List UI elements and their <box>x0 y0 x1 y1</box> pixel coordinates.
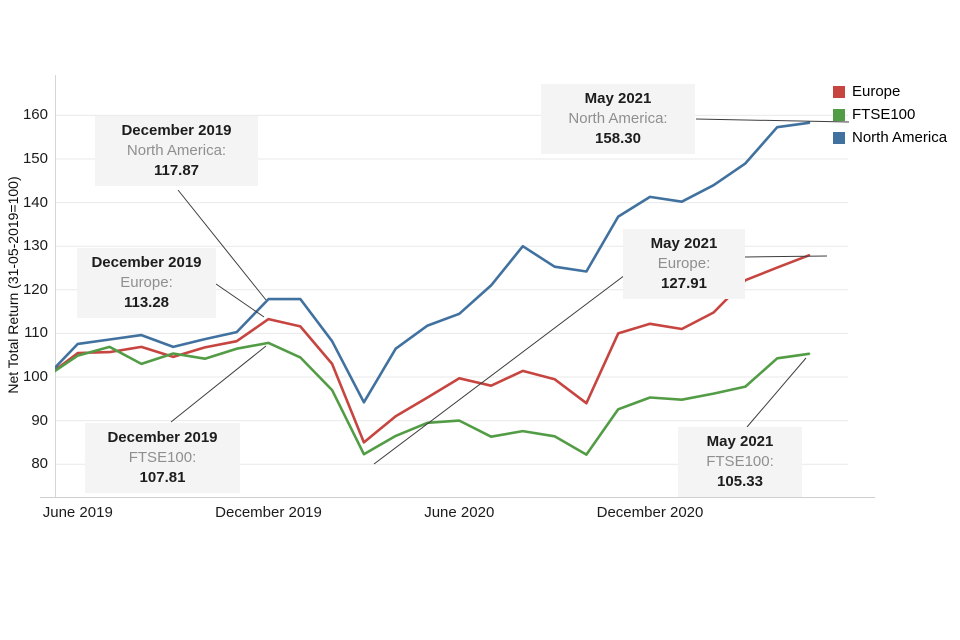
annotation-leader-december-2019-north-america <box>177 189 267 301</box>
x-tick-label: June 2020 <box>424 504 495 521</box>
annotation-leaders <box>170 118 850 465</box>
annotation-december-2019-ftse100: December 2019 FTSE100: 107.81 <box>85 423 240 493</box>
annotation-series-label: North America: <box>568 110 668 127</box>
y-tick-label: 160 <box>22 106 48 124</box>
x-tick-label: June 2019 <box>42 504 113 521</box>
annotation-value: 107.81 <box>139 469 186 486</box>
annotation-leader-may-2021-europe <box>373 274 626 465</box>
y-tick-label: 140 <box>22 193 48 211</box>
legend-swatch-north-america <box>833 131 845 144</box>
annotation-may-2021-north-america: May 2021 North America: 158.30 <box>541 84 695 154</box>
legend-swatch-ftse100 <box>833 108 845 121</box>
annotation-leader-may-2021-europe <box>744 255 828 258</box>
x-tick-label: December 2019 <box>215 504 322 521</box>
annotation-leader-may-2021-ftse100 <box>746 357 807 428</box>
annotation-may-2021-europe: May 2021 Europe: 127.91 <box>623 229 745 299</box>
y-tick-label: 90 <box>31 411 48 429</box>
legend-label: FTSE100 <box>852 106 916 123</box>
annotation-series-label: Europe: <box>657 255 711 272</box>
annotation-title: December 2019 <box>107 429 218 446</box>
legend-item-europe: Europe <box>833 80 947 103</box>
legend-swatch-europe <box>833 85 845 98</box>
annotation-value: 127.91 <box>661 275 707 292</box>
y-tick-label: 100 <box>22 368 48 385</box>
annotation-title: December 2019 <box>121 122 232 139</box>
annotation-leader-may-2021-north-america <box>695 118 850 123</box>
annotation-value: 117.87 <box>153 162 200 179</box>
legend-label: Europe <box>852 83 901 100</box>
annotation-series-label: Europe: <box>120 274 173 291</box>
annotation-series-label: FTSE100: <box>706 453 774 470</box>
annotation-value: 158.30 <box>595 130 641 147</box>
chart-plot <box>40 75 875 498</box>
annotation-value: 113.28 <box>123 294 170 311</box>
series-line-north-america <box>55 121 811 404</box>
chart-legend: Europe FTSE100 North America <box>833 80 947 149</box>
annotation-value: 105.33 <box>717 473 763 490</box>
y-tick-label: 120 <box>22 280 48 298</box>
y-tick-label: 130 <box>22 237 48 255</box>
annotation-december-2019-north-america: December 2019 North America: 117.87 <box>95 116 258 186</box>
x-tick-label: December 2020 <box>596 504 704 521</box>
series-line-europe <box>55 254 811 444</box>
annotation-leader-december-2019-europe <box>215 283 265 318</box>
y-tick-label: 150 <box>22 150 48 167</box>
annotation-leader-december-2019-ftse100 <box>170 345 267 423</box>
legend-label: North America <box>852 129 948 146</box>
series-lines <box>55 121 811 456</box>
annotation-may-2021-ftse100: May 2021 FTSE100: 105.33 <box>678 427 802 497</box>
y-tick-label: 110 <box>24 324 48 342</box>
annotation-december-2019-europe: December 2019 Europe: 113.28 <box>77 248 216 318</box>
annotation-title: May 2021 <box>650 235 718 252</box>
legend-item-north-america: North America <box>833 126 947 149</box>
series-line-ftse100 <box>55 341 811 456</box>
legend-item-ftse100: FTSE100 <box>833 103 947 126</box>
annotation-title: December 2019 <box>91 254 202 271</box>
annotation-title: May 2021 <box>584 90 652 107</box>
annotation-series-label: North America: <box>126 142 227 159</box>
annotation-series-label: FTSE100: <box>128 449 197 466</box>
annotation-title: May 2021 <box>706 433 774 450</box>
y-tick-label: 80 <box>31 455 48 473</box>
